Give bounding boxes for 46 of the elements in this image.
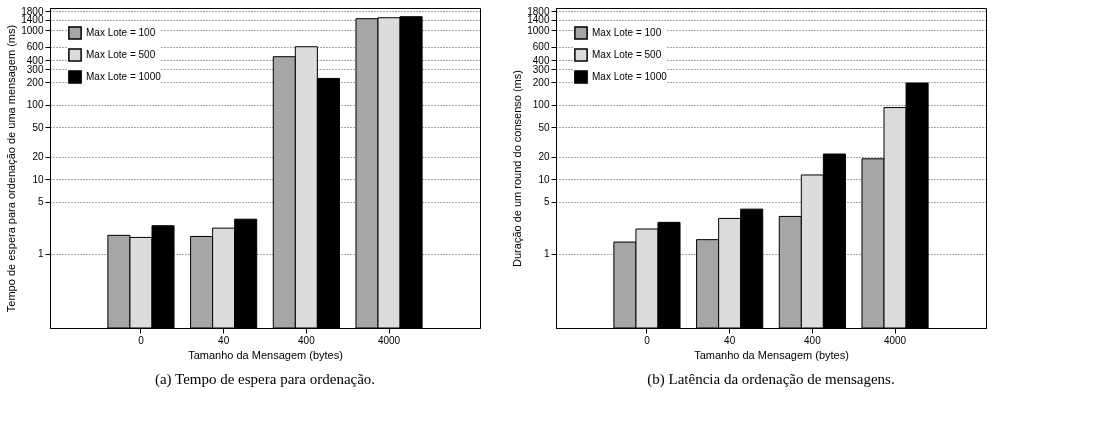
y-axis-title: Duração de um round do consenso (ms): [511, 70, 524, 267]
y-tick-label: 1: [37, 248, 44, 260]
y-tick-label: 10: [538, 173, 550, 185]
text: (a) Tempo de espera para ordenação.: [154, 371, 376, 388]
y-tick-label: 1400: [527, 14, 550, 26]
y-tick-label: 10: [32, 173, 44, 185]
y-tick-label: 300: [532, 63, 550, 75]
x-tick-label: 40: [218, 334, 230, 346]
legend-label: Max Lote = 500: [86, 49, 156, 60]
legend-label: Max Lote = 1000: [86, 71, 162, 82]
x-tick-label: 40: [724, 334, 736, 346]
y-tick-label: 1400: [21, 14, 44, 26]
y-tick-label: 50: [538, 121, 550, 133]
y-tick-label: 1800: [527, 5, 550, 17]
legend-label: Max Lote = 100: [592, 27, 662, 38]
y-tick-label: 1: [543, 248, 550, 260]
y-tick-label: 100: [532, 99, 550, 111]
y-tick-label: 20: [32, 151, 44, 163]
x-axis-title: Tamanho da Mensagem (bytes): [694, 348, 849, 361]
legend-label: Max Lote = 100: [86, 27, 156, 38]
y-tick-label: 300: [26, 63, 44, 75]
y-tick-label: 600: [26, 41, 44, 53]
text: (b) Latência da ordenação de mensagens.: [647, 371, 895, 388]
y-tick-label: 1000: [527, 24, 550, 36]
legend-label: Max Lote = 1000: [592, 71, 668, 82]
y-tick-label: 1800: [21, 5, 44, 17]
y-axis-title: Tempo de espera para ordenação de uma mensagem (ms): [5, 24, 18, 313]
legend-label: Max Lote = 500: [592, 49, 662, 60]
y-tick-label: 400: [532, 54, 550, 66]
x-tick-label: 4000: [883, 334, 907, 346]
x-tick-label: 4000: [377, 334, 401, 346]
y-tick-label: 5: [37, 196, 44, 208]
x-tick-label: 400: [804, 334, 822, 346]
x-axis-title: Tamanho da Mensagem (bytes): [188, 348, 343, 361]
y-tick-label: 200: [26, 76, 44, 88]
y-tick-label: 5: [543, 196, 550, 208]
y-tick-label: 50: [32, 121, 44, 133]
x-tick-label: 0: [644, 334, 651, 346]
y-tick-label: 200: [532, 76, 550, 88]
y-tick-label: 600: [532, 41, 550, 53]
x-tick-label: 400: [298, 334, 316, 346]
y-tick-label: 100: [26, 99, 44, 111]
x-tick-label: 0: [138, 334, 145, 346]
y-tick-label: 20: [538, 151, 550, 163]
y-tick-label: 400: [26, 54, 44, 66]
y-tick-label: 1000: [21, 24, 44, 36]
